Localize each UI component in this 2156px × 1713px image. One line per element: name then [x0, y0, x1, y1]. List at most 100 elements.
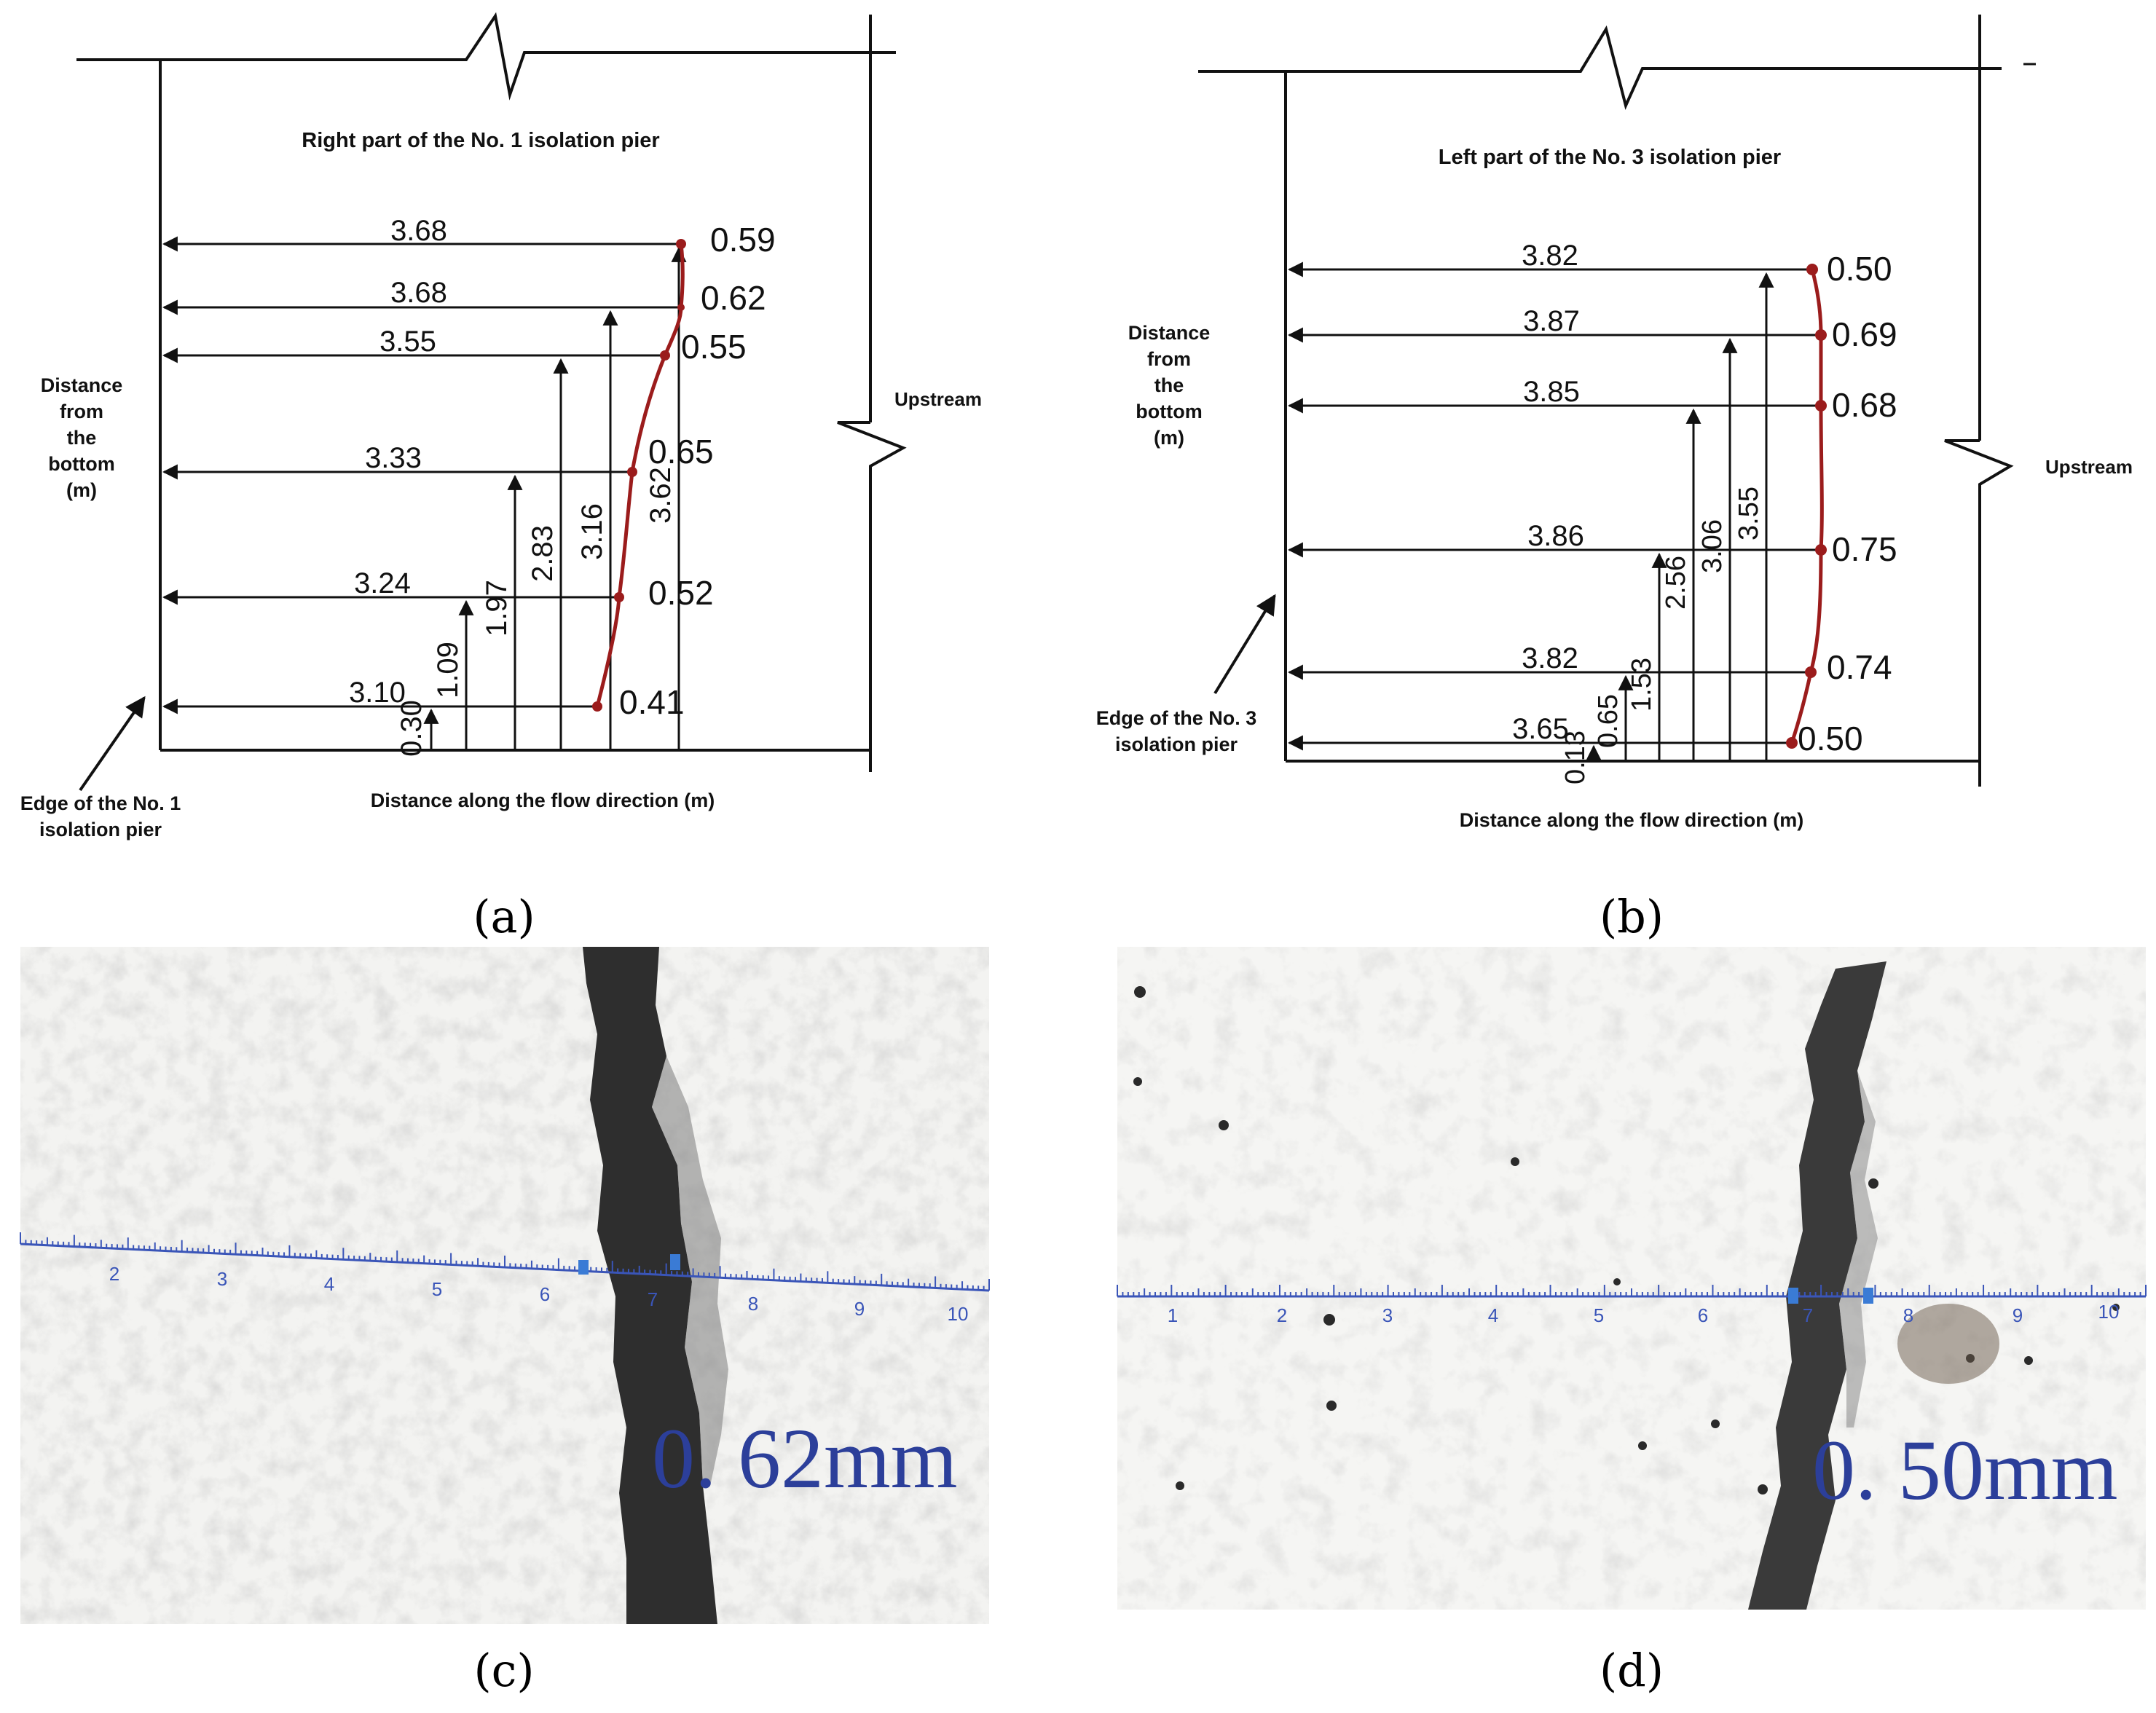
panel-d-photo: 1 2 3 4 5 6 7 8 9 10 0. 50mm — [1117, 947, 2147, 1610]
panel-b-height-1: 0.13 — [1560, 731, 1591, 784]
panel-b-y-label-4: bottom — [1136, 401, 1202, 422]
caption-a: (a) — [473, 890, 535, 943]
panel-b-width-2: 0.69 — [1832, 315, 1897, 353]
panel-c-tick-3: 3 — [217, 1268, 227, 1290]
panel-b-point — [1815, 329, 1827, 341]
panel-b-height-6: 3.55 — [1734, 487, 1764, 540]
panel-c-tick-4: 4 — [324, 1273, 334, 1295]
panel-b-width-1: 0.50 — [1827, 250, 1892, 288]
panel-a-y-label-3: the — [67, 427, 97, 449]
panel-a-title: Right part of the No. 1 isolation pier — [302, 129, 659, 152]
panel-d-reading: 0. 50mm — [1812, 1422, 2118, 1518]
panel-b-point — [1815, 400, 1827, 411]
panel-b-point — [1805, 666, 1817, 678]
panel-a-pointer-label-1: Edge of the No. 1 — [20, 792, 181, 814]
panel-a-width-3: 0.55 — [681, 328, 747, 366]
panel-c-tick-10: 10 — [948, 1303, 969, 1325]
panel-a-width-4: 0.65 — [648, 433, 714, 470]
panel-b-length-3: 3.85 — [1523, 376, 1580, 408]
panel-b-y-label-3: the — [1154, 374, 1184, 396]
panel-a-width-1: 0.59 — [710, 221, 776, 259]
panel-a-y-label-4: bottom — [48, 453, 114, 475]
panel-a-length-6: 3.10 — [349, 677, 406, 709]
panel-b-x-label: Distance along the flow direction (m) — [1460, 809, 1804, 831]
panel-a-point — [677, 304, 685, 311]
panel-a-y-label-2: from — [60, 401, 103, 422]
panel-d-ruler-ticks — [1117, 1285, 2147, 1296]
panel-d-tick-5: 5 — [1594, 1304, 1604, 1326]
panel-a-height-5: 3.16 — [576, 503, 608, 560]
panel-b-title: Left part of the No. 3 isolation pier — [1439, 146, 1781, 169]
panel-a-y-label-1: Distance — [41, 374, 123, 396]
panel-a-height-2: 1.09 — [432, 642, 464, 698]
panel-d-crack — [1748, 961, 1886, 1610]
panel-a-length-5: 3.24 — [354, 567, 411, 599]
panel-b-height-3: 1.53 — [1626, 658, 1657, 712]
panel-a-length-1: 3.68 — [390, 215, 447, 247]
panel-a-upstream-label: Upstream — [894, 388, 982, 410]
panel-b-height-2: 0.65 — [1593, 694, 1624, 748]
panel-b-width-5: 0.74 — [1827, 648, 1892, 686]
panel-b-height-4: 2.56 — [1661, 556, 1691, 610]
panel-b-pointer-label-1: Edge of the No. 3 — [1096, 707, 1257, 729]
panel-a-point — [592, 701, 602, 712]
panel-a-point — [614, 592, 624, 602]
panel-a-width-6: 0.41 — [619, 683, 685, 721]
panel-b-y-label-1: Distance — [1128, 322, 1211, 344]
panel-c-tick-6: 6 — [540, 1283, 550, 1305]
panel-a-width-2: 0.62 — [701, 279, 766, 317]
panel-b-y-label-5: (m) — [1154, 427, 1184, 449]
panel-a-frame — [76, 12, 896, 101]
panel-c-tick-2: 2 — [109, 1263, 119, 1285]
panel-d-tick-1: 1 — [1168, 1304, 1178, 1326]
caption-d: (d) — [1600, 1644, 1664, 1697]
panel-b-pointer-arrow — [1213, 594, 1276, 695]
panel-a-y-label-5: (m) — [66, 479, 97, 501]
panel-a-pointer-arrow — [79, 696, 146, 792]
panel-c-photo: 2 3 4 5 6 7 8 9 10 0. 62mm — [20, 947, 990, 1624]
panel-a-height-6: 3.62 — [645, 467, 677, 524]
panel-d-tick-9: 9 — [2013, 1304, 2023, 1326]
panel-b-length-1: 3.82 — [1522, 240, 1578, 272]
panel-b-y-label-2: from — [1147, 348, 1191, 370]
panel-c-crack — [583, 947, 717, 1624]
panel-d-tick-6: 6 — [1698, 1304, 1708, 1326]
panel-d-tick-3: 3 — [1382, 1304, 1393, 1326]
panel-b-frame — [1198, 25, 2002, 111]
panel-b-width-4: 0.75 — [1832, 530, 1897, 568]
panel-b-pointer-label-2: isolation pier — [1115, 733, 1238, 755]
panel-b-point — [1815, 544, 1827, 556]
panel-b-length-5: 3.82 — [1522, 642, 1578, 674]
panel-a-length-2: 3.68 — [390, 277, 447, 309]
panel-a-length-4: 3.33 — [365, 442, 422, 474]
panel-d-tick-8: 8 — [1903, 1304, 1913, 1326]
panel-a-point — [660, 350, 670, 361]
panel-a-width-5: 0.52 — [648, 574, 714, 612]
panel-b-length-6: 3.65 — [1512, 713, 1569, 745]
panel-c-tick-5: 5 — [432, 1278, 442, 1300]
caption-b: (b) — [1600, 890, 1664, 943]
panel-c-tick-7: 7 — [648, 1288, 658, 1310]
panel-a-length-3: 3.55 — [379, 326, 436, 358]
panel-c-tick-9: 9 — [854, 1298, 865, 1320]
panel-c-tick-8: 8 — [748, 1293, 758, 1315]
panel-d-tick-10: 10 — [2098, 1301, 2120, 1323]
panel-b-length-2: 3.87 — [1523, 305, 1580, 337]
panel-a-height-4: 2.83 — [527, 525, 559, 582]
panel-b-length-4: 3.86 — [1527, 520, 1584, 552]
panel-a-x-label: Distance along the flow direction (m) — [371, 789, 715, 811]
panel-d-tick-4: 4 — [1488, 1304, 1498, 1326]
panel-c-reading: 0. 62mm — [652, 1411, 958, 1506]
panel-b-point — [1786, 737, 1798, 749]
panel-d-tick-7: 7 — [1803, 1304, 1813, 1326]
panel-b-upstream-label: Upstream — [2045, 456, 2133, 478]
panel-a-point — [627, 467, 637, 477]
panel-b-height-5: 3.06 — [1697, 519, 1728, 573]
panel-a-pointer-label-2: isolation pier — [39, 819, 162, 840]
panel-a-point — [676, 239, 686, 249]
panel-b-width-6: 0.50 — [1798, 720, 1863, 757]
panel-a: 3.68 3.68 3.55 3.33 3.24 3.10 0.59 0.62 … — [20, 12, 982, 840]
panel-a-height-1: 0.30 — [396, 700, 428, 757]
caption-c: (c) — [473, 1644, 534, 1697]
